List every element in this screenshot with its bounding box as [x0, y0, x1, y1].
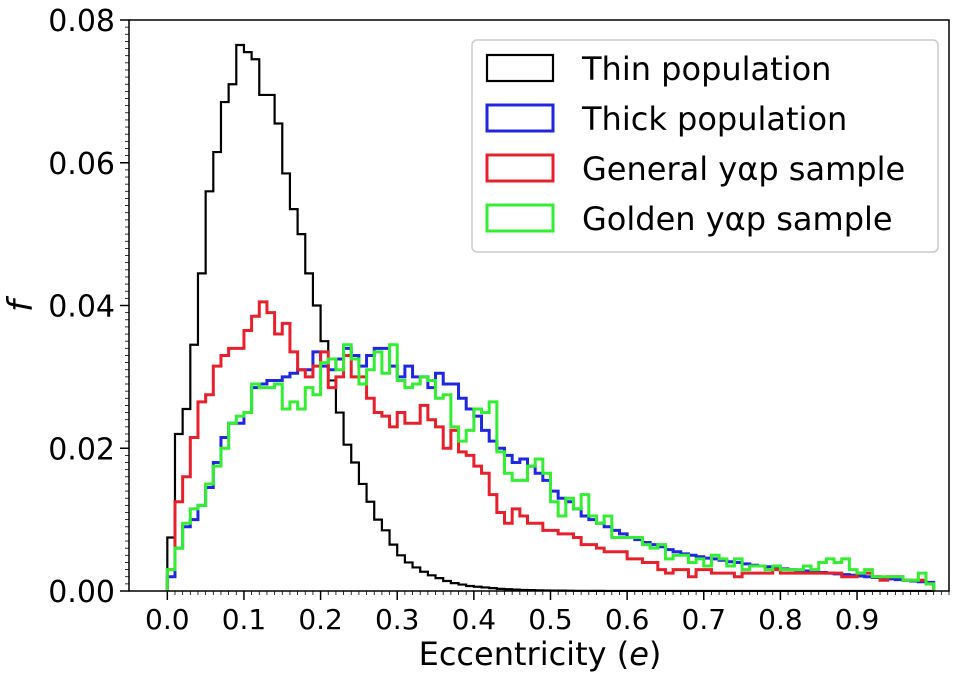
- x-axis-label: Eccentricity (e): [419, 635, 662, 673]
- y-tick-label: 0.04: [48, 290, 115, 325]
- x-tick-label: 0.8: [758, 603, 803, 636]
- legend-label-2: Thick population: [581, 100, 847, 138]
- svg-text:Eccentricity (e): Eccentricity (e): [419, 635, 662, 673]
- y-axis-label: f: [1, 295, 41, 312]
- series-line-2: [165, 346, 936, 591]
- axis-ticks-layer: 0.0 0.1 0.2 0.3 0.4 0.5 0.6 0.7 0.8 0.9 0.00 0.02 0.…: [48, 4, 950, 636]
- x-tick-label: 0.4: [452, 603, 497, 636]
- x-tick-label: 0.2: [298, 603, 343, 636]
- legend-swatch-1: [485, 53, 555, 83]
- y-tick-label: 0.06: [48, 147, 115, 182]
- legend-label-3: General yαp sample: [582, 150, 905, 188]
- y-tick-label: 0.02: [48, 432, 115, 467]
- x-tick-label: 0.3: [375, 603, 420, 636]
- y-tick-label: 0.08: [48, 4, 115, 39]
- legend-label-4: Golden yαp sample: [582, 200, 893, 238]
- series-line-3: [165, 300, 936, 591]
- x-tick-label: 0.9: [835, 603, 880, 636]
- y-tick-label: 0.00: [48, 575, 115, 610]
- x-tick-label: 0.5: [528, 603, 573, 636]
- legend-swatch-3: [485, 153, 555, 183]
- legend-label-1: Thin population: [581, 50, 831, 88]
- x-tick-label: 0.7: [682, 603, 727, 636]
- series-line-4: [165, 343, 936, 591]
- legend-box: [471, 39, 939, 253]
- legend: Thin population Thick population General y…: [471, 39, 939, 253]
- x-tick-label: 0.6: [605, 603, 650, 636]
- legend-swatch-2: [485, 103, 555, 133]
- x-tick-label: 0.0: [145, 603, 190, 636]
- legend-swatch-4: [485, 203, 555, 233]
- x-tick-label: 0.1: [222, 603, 267, 636]
